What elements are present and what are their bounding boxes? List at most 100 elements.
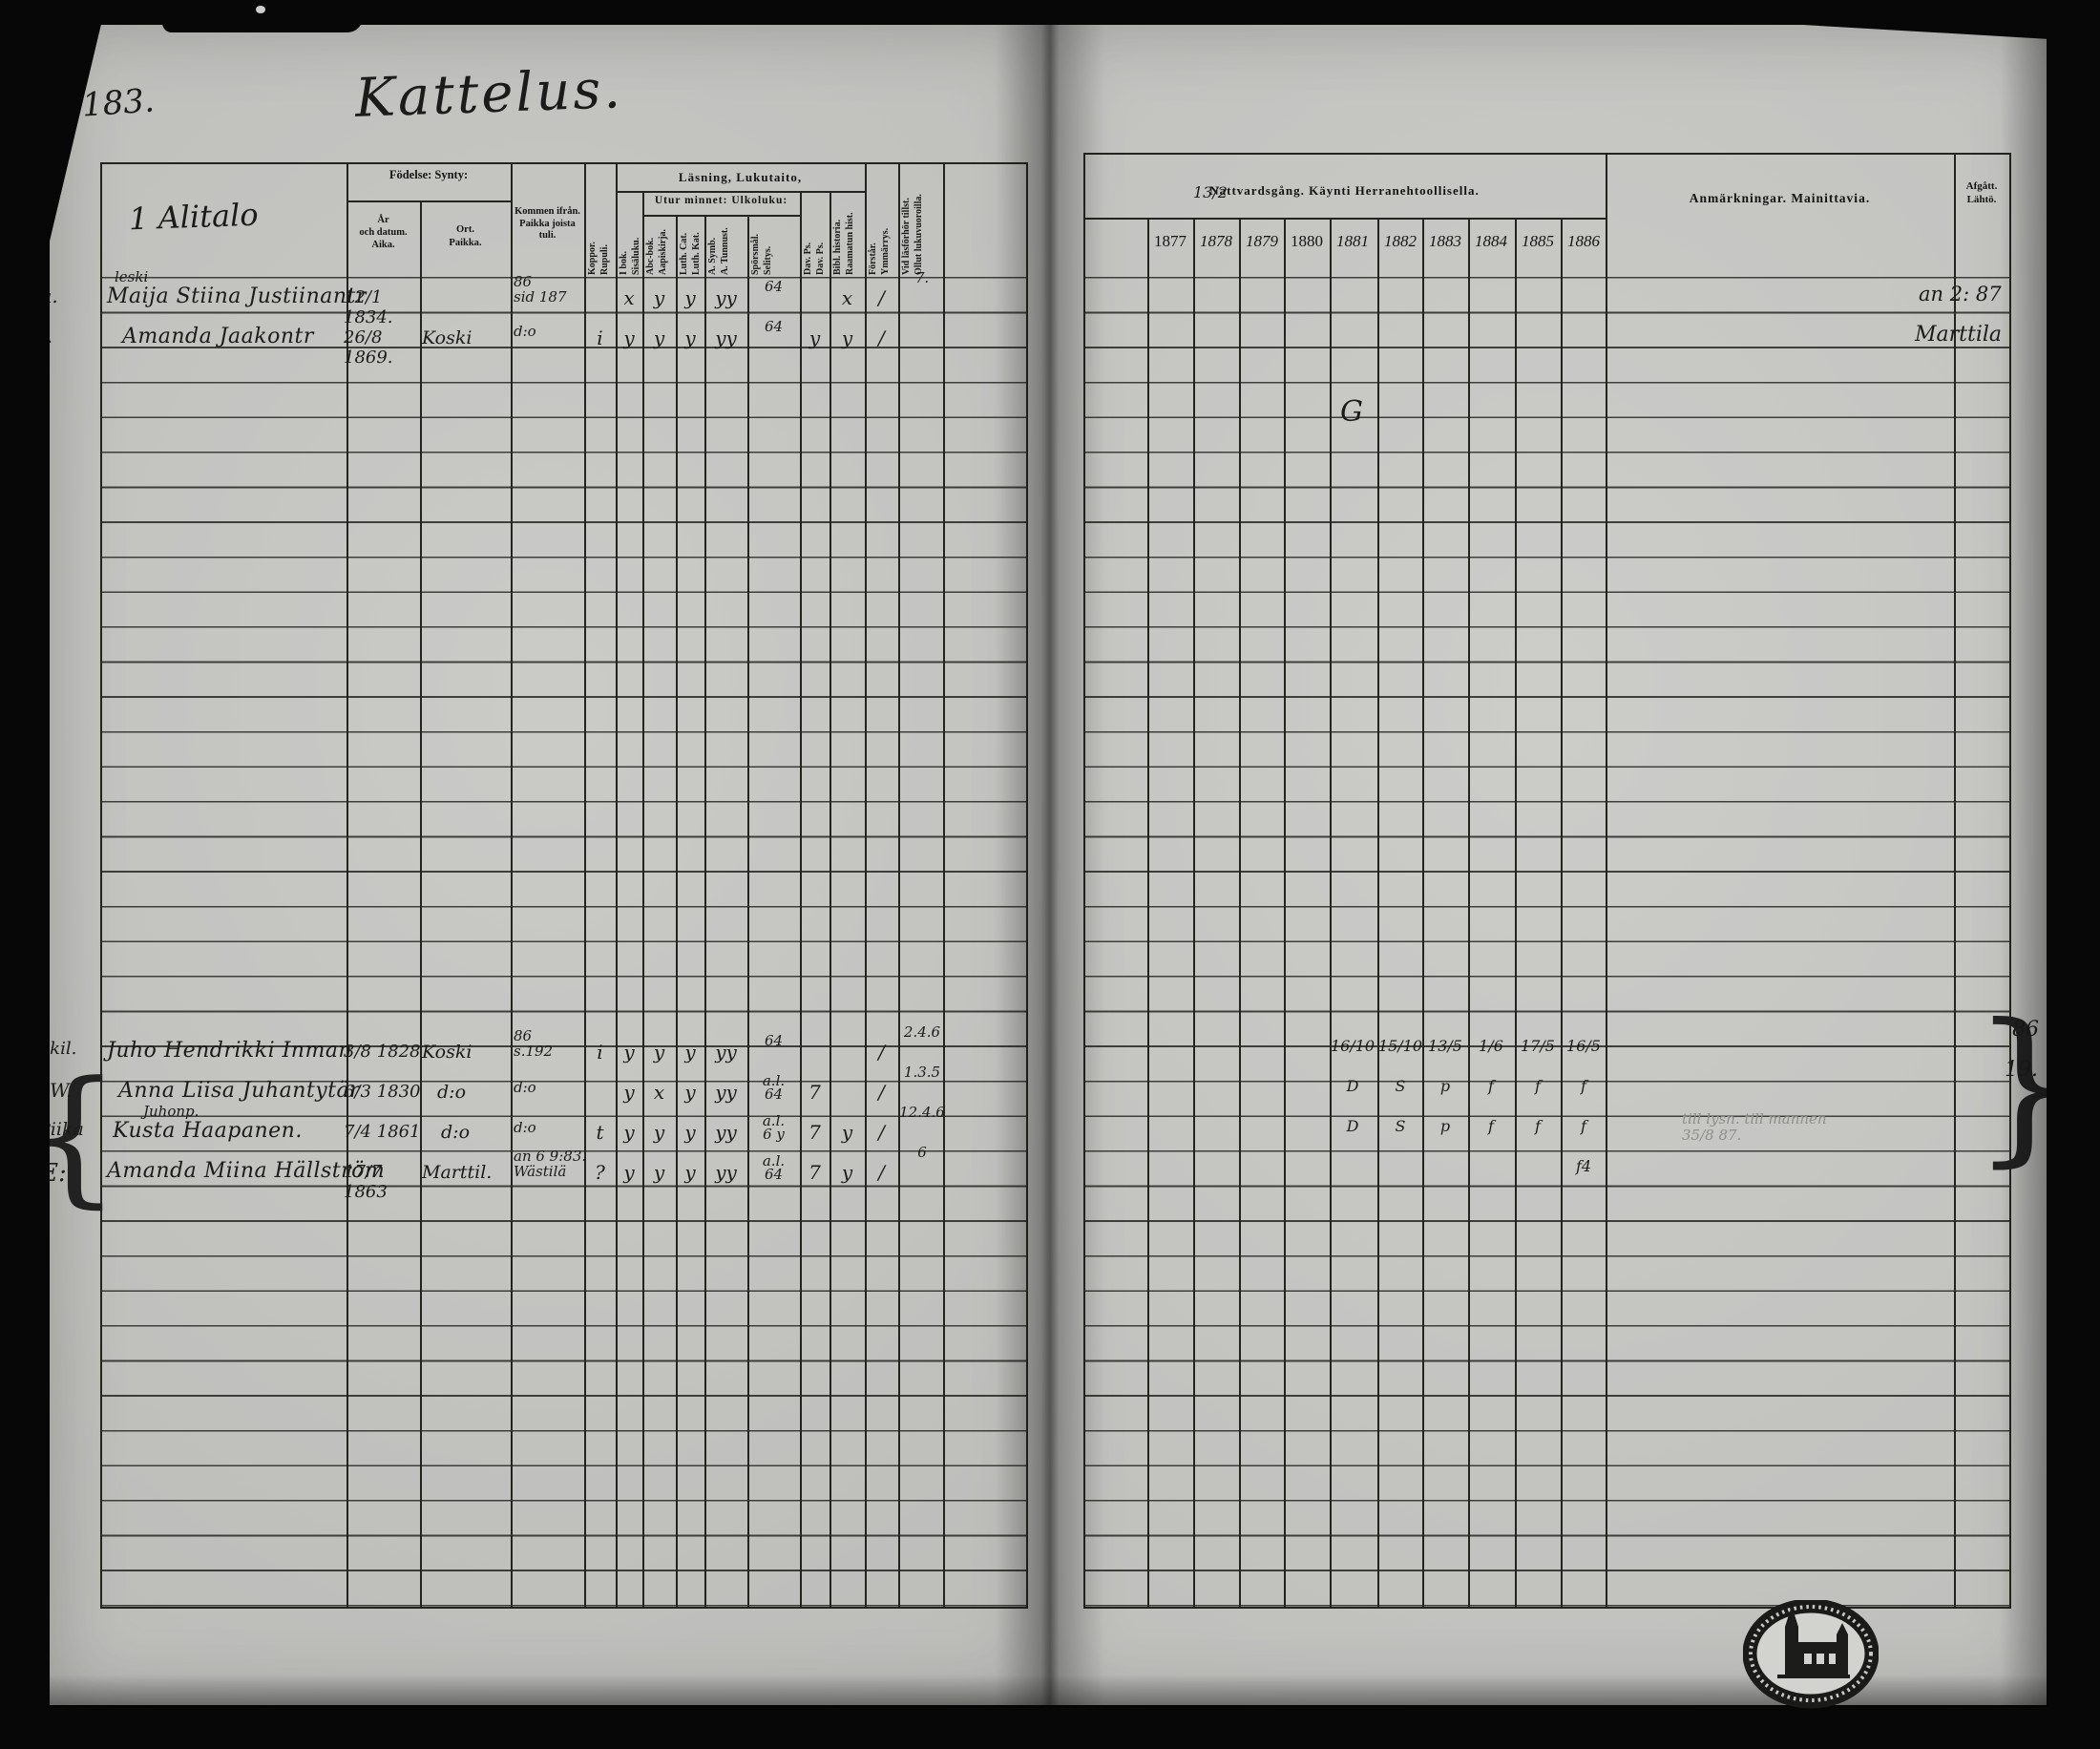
header-attended: Vid läsförhör tillst. Ollut lukuvuoroill…: [901, 194, 924, 275]
row-name: Amanda Miina Hällström: [107, 1159, 386, 1183]
row-mark: 7: [808, 1161, 821, 1184]
grid-line: [865, 162, 867, 1609]
communion-mark: 15/10: [1377, 1037, 1423, 1055]
grid-line: [642, 191, 644, 1609]
row-mark: y: [684, 1081, 696, 1104]
header-communion: Nattvardsgång. Käynti Herranehtoollisell…: [1209, 183, 1480, 198]
grid-line: [1147, 218, 1149, 1609]
row-status-note: leski: [115, 268, 149, 285]
row-mark: y: [653, 1041, 665, 1064]
grid-line: [1422, 218, 1424, 1609]
row-mark: ∕: [878, 1161, 885, 1184]
row-mark: 12.4.6: [899, 1104, 945, 1121]
grid-line: [676, 215, 678, 1609]
year-1881: 1881: [1336, 232, 1369, 250]
year-1878: 1878: [1200, 232, 1232, 250]
row-birth-date: 26/8 1869.: [344, 327, 393, 368]
row-name: Amanda Jaakontr: [122, 325, 314, 348]
grid-line: [1561, 218, 1563, 1609]
row-mark: ∕: [878, 1081, 885, 1104]
row-mark: i: [597, 327, 603, 349]
row-birth-place: d:o: [441, 1122, 471, 1143]
communion-mark: f: [1581, 1117, 1586, 1135]
header-departed: Afgått. Lähtö.: [1965, 180, 1998, 206]
header-memory-group: Utur minnet: Ulkoluku:: [654, 195, 788, 206]
grid-line: [346, 162, 348, 1609]
row-come-from: 86 sid 187: [514, 273, 567, 306]
row-mark: y: [684, 1161, 696, 1184]
communion-mark: S: [1395, 1117, 1406, 1135]
row-birth-date: 12/1 1834.: [344, 287, 393, 327]
grid-line: [100, 162, 102, 1609]
row-mark: y: [684, 1121, 696, 1144]
header-symbolum: A. Symb. A. Tunnust.: [707, 227, 730, 275]
year-1880: 1880: [1291, 232, 1323, 250]
header-abc-book: Abc-bok. Aapiskirja.: [645, 228, 668, 275]
grid-line: [1083, 153, 1085, 1609]
row-name: Anna Liisa Juhantytär: [118, 1079, 361, 1103]
row-mark: ∕: [878, 327, 885, 349]
row-mark: y: [841, 1121, 853, 1144]
row-departed: an 2: 87: [1919, 283, 2002, 306]
row-mark: yy: [715, 1161, 737, 1184]
row-mark: y: [684, 327, 696, 349]
row-mark: y: [623, 1161, 635, 1184]
grid-line: [1954, 153, 1956, 1609]
row-mark: x: [623, 286, 635, 309]
header-birth-place: Ort. Paikka.: [449, 224, 482, 248]
row-mark: 64: [764, 1032, 784, 1049]
row-remark: till lysn. till mannen 35/8 87.: [1682, 1110, 1827, 1145]
grid-line: [747, 215, 749, 1609]
right-grid-rows: [1083, 277, 2011, 1608]
table-row: E: Amanda Miina Hällström 17/7 1863 Mart…: [0, 1146, 2100, 1203]
grid-line: [704, 215, 706, 1609]
annotation-g-mark: G: [1340, 395, 1363, 429]
grid-line: [898, 162, 900, 1609]
row-mark: y: [653, 1161, 665, 1184]
table-row: Piika Juhonp. Kusta Haapanen. 7/4 1861 d…: [0, 1103, 2100, 1161]
row-mark: y: [653, 286, 665, 309]
grid-line: [800, 191, 802, 1609]
header-questions: Spörsmål. Selitys.: [750, 233, 773, 275]
header-understands: Förstår. Ymmärrys.: [868, 227, 891, 275]
row-mark: yy: [715, 1121, 737, 1144]
row-status-note: Juhonp.: [143, 1103, 200, 1120]
row-name: Maija Stiina Justiinantr: [107, 284, 367, 308]
row-birth-date: 6/3 1830: [344, 1082, 421, 1102]
left-grid-rows: [100, 277, 1028, 1608]
grid-line: [1284, 218, 1286, 1609]
row-come-from: d:o: [514, 1079, 536, 1096]
scan-speck: [256, 6, 265, 13]
row-mark: y: [623, 1041, 635, 1064]
page-title: Kattelus.: [353, 58, 624, 130]
header-bible-history: Bibl. historia. Raamatun hist.: [832, 212, 855, 275]
grid-line: [100, 162, 1028, 164]
row-mark: ∕: [878, 1041, 885, 1064]
communion-mark: p: [1439, 1117, 1451, 1135]
communion-mark: f: [1488, 1117, 1494, 1135]
grid-line: [1515, 218, 1517, 1609]
header-birth-date: År och datum. Aika.: [359, 215, 408, 251]
brace-value: 86: [2012, 1018, 2039, 1042]
row-mark: x: [653, 1081, 665, 1104]
year-1884: 1884: [1475, 232, 1507, 250]
row-mark: a.l. 6 y: [762, 1112, 786, 1143]
year-1885: 1885: [1522, 232, 1554, 250]
grid-line: [1606, 153, 1607, 1609]
communion-mark: f: [1535, 1077, 1541, 1095]
communion-mark: 17/5: [1521, 1037, 1555, 1055]
row-birth-place: Koski: [422, 327, 472, 348]
communion-mark: p: [1439, 1077, 1451, 1095]
row-come-from: d:o: [514, 1119, 536, 1136]
house-name: 1 Alitalo: [128, 196, 260, 238]
row-name: Juho Hendrikki Inman: [107, 1039, 353, 1063]
row-mark: yy: [715, 1041, 737, 1064]
row-mark: yy: [715, 327, 737, 349]
page-right-edge-shadow: [2000, 25, 2048, 1705]
grid-line: [616, 191, 865, 193]
row-come-from: an 6 9:83. Wästilä: [514, 1148, 587, 1180]
header-remarks: Anmärkningar. Mainittavia.: [1689, 191, 1871, 205]
year-1886: 1886: [1567, 232, 1600, 250]
row-mark: t: [596, 1121, 604, 1144]
